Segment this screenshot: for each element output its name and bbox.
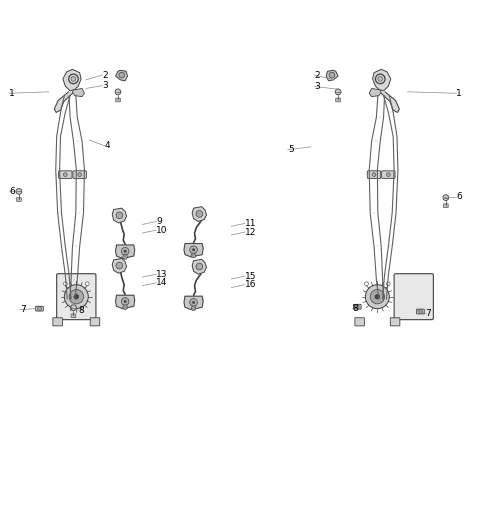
Polygon shape xyxy=(369,89,381,97)
Circle shape xyxy=(69,289,84,304)
Circle shape xyxy=(443,195,449,201)
FancyBboxPatch shape xyxy=(382,171,395,179)
FancyBboxPatch shape xyxy=(116,98,120,102)
Polygon shape xyxy=(192,260,206,274)
Text: 5: 5 xyxy=(288,145,294,154)
Circle shape xyxy=(124,300,127,303)
FancyBboxPatch shape xyxy=(394,274,433,319)
FancyBboxPatch shape xyxy=(367,171,381,179)
Circle shape xyxy=(365,285,389,309)
FancyBboxPatch shape xyxy=(444,204,448,208)
Circle shape xyxy=(116,262,123,269)
Text: 13: 13 xyxy=(156,270,168,279)
Circle shape xyxy=(64,285,88,309)
Polygon shape xyxy=(112,208,127,223)
Polygon shape xyxy=(381,92,399,113)
Text: 15: 15 xyxy=(245,271,256,281)
Circle shape xyxy=(329,72,335,78)
Circle shape xyxy=(192,301,195,304)
Circle shape xyxy=(85,282,89,286)
Text: 7: 7 xyxy=(20,305,25,314)
FancyBboxPatch shape xyxy=(390,318,400,326)
Circle shape xyxy=(196,263,203,270)
FancyBboxPatch shape xyxy=(16,198,21,201)
Circle shape xyxy=(386,173,390,177)
Circle shape xyxy=(355,305,359,309)
Text: 1: 1 xyxy=(9,89,15,98)
Circle shape xyxy=(78,173,82,177)
Circle shape xyxy=(71,76,76,81)
Polygon shape xyxy=(184,296,203,310)
Circle shape xyxy=(370,289,384,304)
Polygon shape xyxy=(116,245,135,259)
Circle shape xyxy=(63,173,67,177)
Circle shape xyxy=(192,248,195,251)
Polygon shape xyxy=(54,92,72,113)
Text: 10: 10 xyxy=(156,226,168,234)
Circle shape xyxy=(372,173,376,177)
Text: 11: 11 xyxy=(245,219,256,228)
Text: 16: 16 xyxy=(245,280,256,289)
Text: 8: 8 xyxy=(352,304,358,313)
Text: 1: 1 xyxy=(456,89,462,98)
Circle shape xyxy=(124,250,127,252)
Text: 7: 7 xyxy=(426,309,432,318)
Circle shape xyxy=(121,247,129,255)
Circle shape xyxy=(115,89,121,95)
Circle shape xyxy=(191,253,196,258)
Circle shape xyxy=(335,89,341,95)
Circle shape xyxy=(378,76,383,81)
Polygon shape xyxy=(63,69,81,91)
Circle shape xyxy=(364,282,368,286)
FancyBboxPatch shape xyxy=(59,171,72,179)
Polygon shape xyxy=(326,70,338,81)
Circle shape xyxy=(190,246,197,253)
Circle shape xyxy=(74,294,79,299)
Circle shape xyxy=(419,310,422,313)
Text: 3: 3 xyxy=(102,81,108,90)
Polygon shape xyxy=(112,259,127,273)
FancyBboxPatch shape xyxy=(355,318,364,326)
Circle shape xyxy=(196,210,203,217)
FancyBboxPatch shape xyxy=(353,304,361,309)
Circle shape xyxy=(119,72,125,78)
Circle shape xyxy=(190,298,197,306)
Circle shape xyxy=(121,297,129,305)
Circle shape xyxy=(123,305,128,310)
Polygon shape xyxy=(116,295,135,309)
Circle shape xyxy=(123,254,128,260)
FancyBboxPatch shape xyxy=(53,318,62,326)
FancyBboxPatch shape xyxy=(90,318,100,326)
Text: 3: 3 xyxy=(315,82,321,91)
Text: 8: 8 xyxy=(78,306,84,315)
FancyBboxPatch shape xyxy=(417,309,424,314)
FancyBboxPatch shape xyxy=(73,171,86,179)
Circle shape xyxy=(71,305,76,311)
Polygon shape xyxy=(72,89,84,97)
Circle shape xyxy=(37,307,41,311)
Polygon shape xyxy=(372,69,391,91)
Circle shape xyxy=(63,282,67,286)
Polygon shape xyxy=(192,207,206,222)
Circle shape xyxy=(375,294,380,299)
Circle shape xyxy=(191,306,196,311)
Text: 2: 2 xyxy=(315,71,320,79)
Polygon shape xyxy=(116,70,128,81)
Text: 2: 2 xyxy=(102,71,108,79)
Circle shape xyxy=(16,188,22,194)
Circle shape xyxy=(116,212,123,219)
Text: 12: 12 xyxy=(245,227,256,237)
Text: 4: 4 xyxy=(105,141,111,151)
Circle shape xyxy=(386,282,390,286)
Text: 14: 14 xyxy=(156,279,168,287)
Text: 9: 9 xyxy=(156,217,162,226)
FancyBboxPatch shape xyxy=(36,306,43,311)
FancyBboxPatch shape xyxy=(336,98,340,102)
FancyBboxPatch shape xyxy=(57,274,96,319)
FancyBboxPatch shape xyxy=(71,314,76,318)
Text: 6: 6 xyxy=(9,187,15,197)
Polygon shape xyxy=(184,244,203,257)
Text: 6: 6 xyxy=(456,192,462,201)
